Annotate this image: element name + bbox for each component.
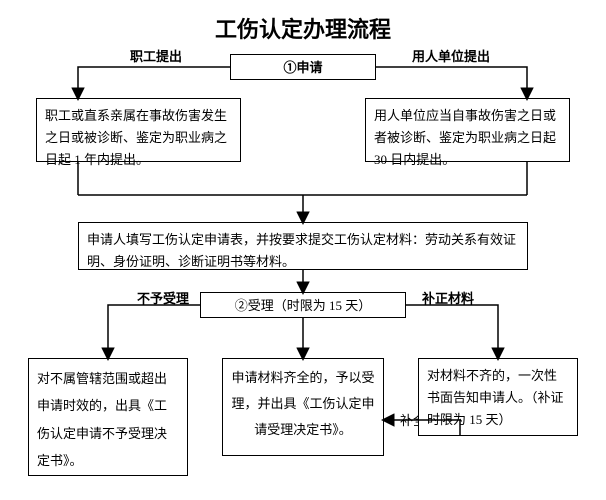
- step1-box: ①申请: [230, 54, 376, 80]
- bottom-right-box: 对材料不齐的，一次性书面告知申请人。（补证时限为 15 天）: [418, 358, 578, 436]
- label-left-mid: 不予受理: [135, 288, 191, 307]
- label-left-top: 职工提出: [128, 46, 184, 65]
- left-top-box: 职工或直系亲属在事故伤害发生之日或被诊断、鉴定为职业病之日起 1 年内提出。: [36, 98, 241, 162]
- right-top-box: 用人单位应当自事故伤害之日或者被诊断、鉴定为职业病之日起 30 日内提出。: [365, 98, 570, 162]
- bottom-left-box: 对不属管辖范围或超出申请时效的，出具《工伤认定申请不予受理决定书》。: [28, 358, 188, 476]
- mid-box: 申请人填写工伤认定申请表，并按要求提交工伤认定材料：劳动关系有效证明、身份证明、…: [78, 222, 528, 270]
- page-title: 工伤认定办理流程: [0, 12, 606, 44]
- step2-box: ②受理（时限为 15 天）: [200, 292, 406, 318]
- label-right-top: 用人单位提出: [410, 46, 492, 65]
- bottom-mid-box: 申请材料齐全的，予以受理，并出具《工伤认定申请受理决定书》。: [222, 358, 384, 456]
- label-right-mid: 补正材料: [420, 288, 476, 307]
